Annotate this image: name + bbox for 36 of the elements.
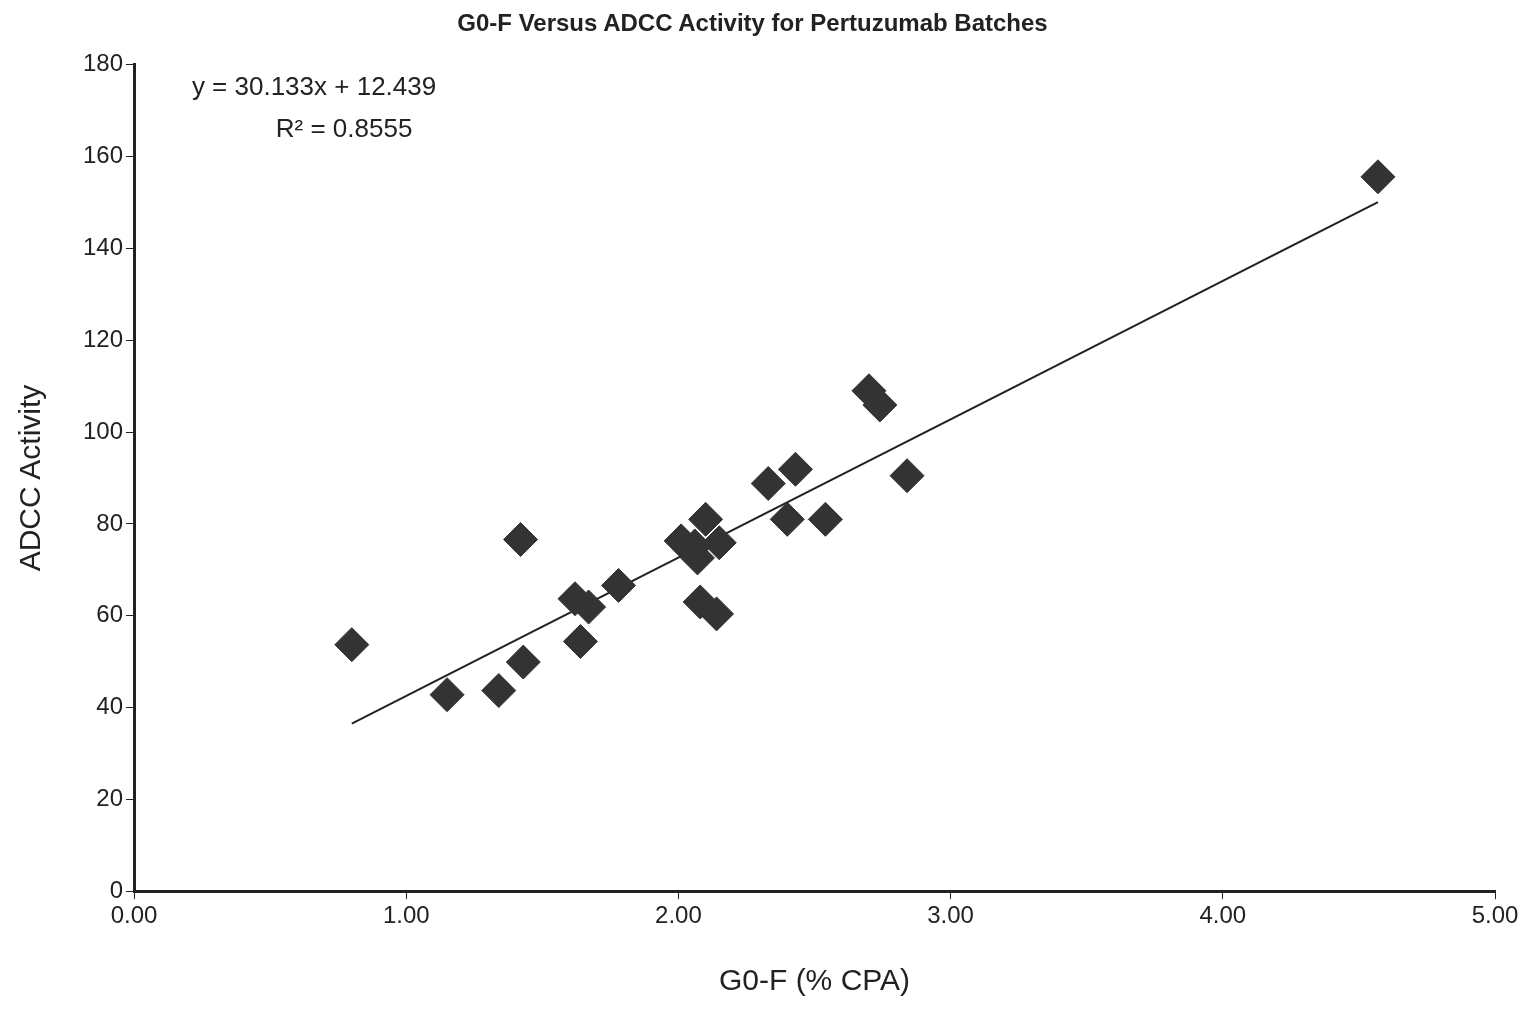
point <box>429 677 465 713</box>
annotation: R² = 0.8555 <box>275 112 413 143</box>
annotation: y = 30.133x + 12.439 <box>191 70 437 101</box>
chart-title: G0-F Versus ADCC Activity for Pertuzumab Batches <box>457 9 1048 37</box>
point <box>505 644 541 680</box>
point <box>777 451 813 487</box>
y-tick-label: 140 <box>83 233 124 261</box>
point <box>769 501 805 537</box>
y-tick-label: 120 <box>83 324 124 352</box>
point <box>601 567 637 603</box>
y-tick-label: 40 <box>96 692 124 720</box>
y-tick-label: 80 <box>96 508 124 536</box>
point <box>889 458 925 494</box>
x-tick-label: 4.00 <box>1199 901 1247 929</box>
y-axis-title: ADCC Activity <box>13 384 47 572</box>
point <box>562 623 598 659</box>
point <box>481 673 517 709</box>
y-tick-label: 160 <box>83 141 124 169</box>
point <box>1360 159 1396 195</box>
y-tick-label: 0 <box>109 875 124 903</box>
y-tick-label: 180 <box>83 49 124 77</box>
x-tick-label: 2.00 <box>655 901 702 929</box>
point <box>688 501 724 537</box>
x-tick-label: 5.00 <box>1471 901 1519 929</box>
x-tick-label: 0.00 <box>110 901 158 929</box>
x-tick-label: 1.00 <box>382 901 430 929</box>
point <box>750 466 786 502</box>
point <box>334 627 370 663</box>
point <box>699 596 735 632</box>
point <box>503 522 539 558</box>
y-tick-label: 100 <box>83 416 124 444</box>
y-tick-label: 20 <box>96 784 124 811</box>
x-axis-title: G0-F (% CPA) <box>718 963 911 997</box>
y-tick-label: 60 <box>96 600 124 628</box>
x-tick-label: 3.00 <box>927 901 974 929</box>
point <box>807 501 843 537</box>
